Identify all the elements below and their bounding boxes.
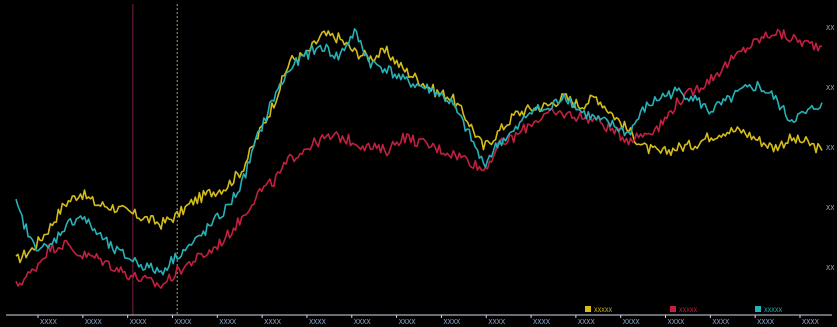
x-tick-label: XXXX (399, 318, 417, 326)
x-tick-label: XXXX (40, 318, 58, 326)
x-tick-label: XXXX (668, 318, 686, 326)
legend: XXXXX XXXXX XXXXX (585, 306, 782, 314)
y-tick-label: XX (826, 264, 835, 272)
x-tick-label: XXXX (712, 318, 730, 326)
x-tick-label: XXXX (309, 318, 327, 326)
y-tick-label: XX (826, 204, 835, 212)
legend-swatch (670, 306, 676, 312)
legend-swatch (755, 306, 761, 312)
y-tick-label: XX (826, 24, 835, 32)
x-tick-label: XXXX (85, 318, 103, 326)
legend-label: XXXXX (594, 307, 612, 314)
x-tick-label: XXXX (219, 318, 237, 326)
x-tick-label: XXXX (443, 318, 461, 326)
x-tick-label: XXXX (757, 318, 775, 326)
x-tick-label: XXXX (533, 318, 551, 326)
legend-swatch (585, 306, 591, 312)
x-tick-label: XXXX (802, 318, 820, 326)
legend-label: XXXXX (679, 307, 697, 314)
x-tick-label: XXXX (174, 318, 192, 326)
x-tick-label: XXXX (578, 318, 596, 326)
series-group (15, 28, 823, 289)
x-tick-labels: XXXX XXXX XXXX XXXX XXXX XXXX XXXX XXXX XXXX XXXX… (37, 315, 820, 326)
y-tick-label: XX (826, 144, 835, 152)
vertical-markers (132, 4, 178, 315)
legend-label: XXXXX (764, 307, 782, 314)
x-tick-label: XXXX (130, 318, 148, 326)
x-tick-label: XXXX (488, 318, 506, 326)
series-line (15, 28, 823, 289)
series-line (15, 28, 823, 276)
y-tick-labels: XX XX XX XX XX (826, 24, 835, 272)
x-tick-label: XXXX (354, 318, 372, 326)
x-tick-label: XXXX (623, 318, 641, 326)
y-tick-label: XX (826, 84, 835, 92)
x-tick-label: XXXX (264, 318, 282, 326)
